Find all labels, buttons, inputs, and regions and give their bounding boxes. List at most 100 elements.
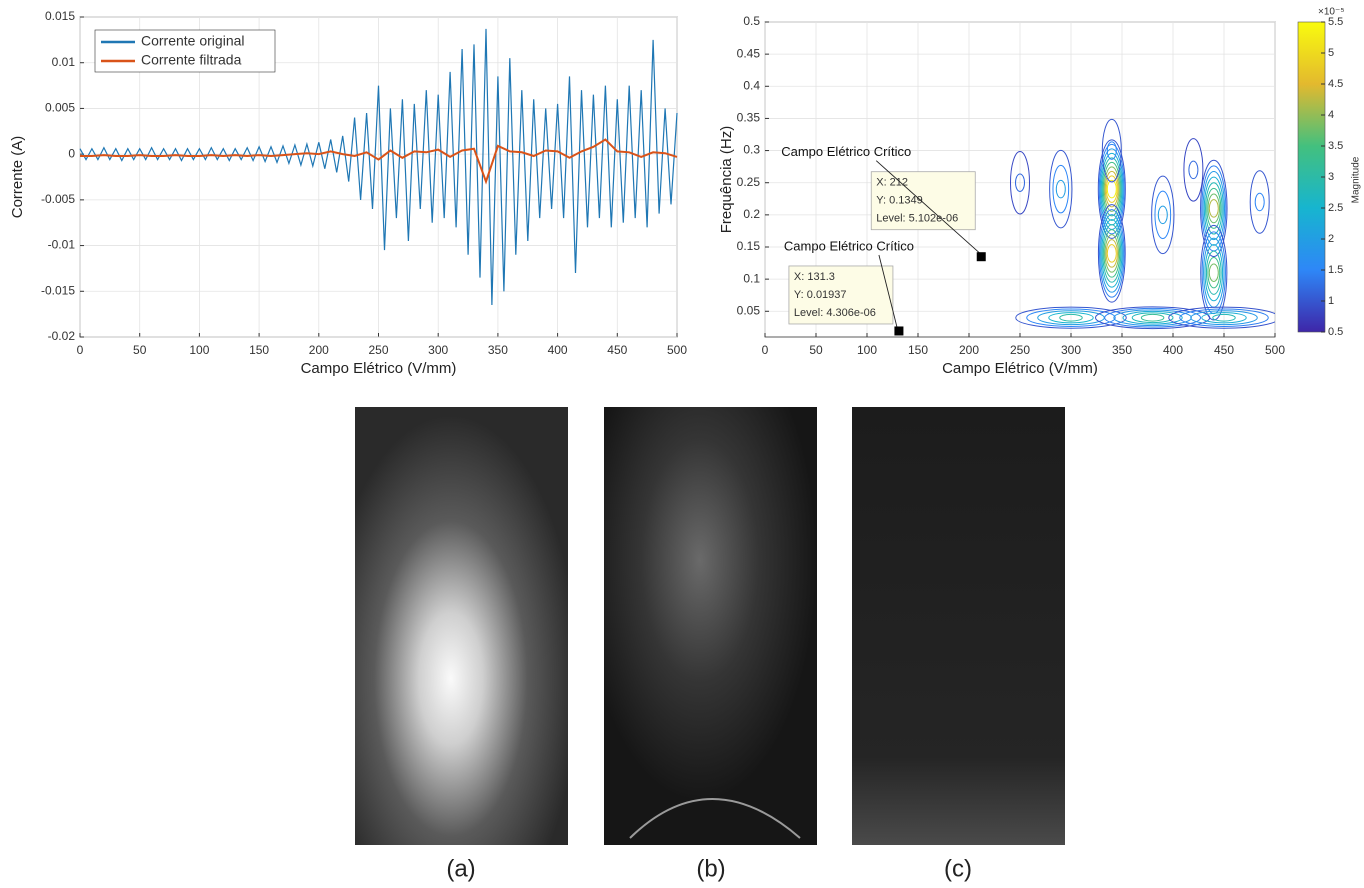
contour-ring xyxy=(1102,224,1122,283)
colorbar-label: Magnitude xyxy=(1351,156,1362,203)
contour-ring xyxy=(1049,149,1073,229)
callout-label: Campo Elétrico Crítico xyxy=(784,238,914,253)
legend-label: Corrente original xyxy=(141,33,245,49)
contour-ring xyxy=(1131,312,1174,324)
x-tick-label: 250 xyxy=(1010,343,1030,357)
contour-ring xyxy=(1201,312,1247,324)
callout-label: Campo Elétrico Crítico xyxy=(781,144,911,159)
legend-label: Corrente filtrada xyxy=(141,52,242,68)
panel-label: (a) xyxy=(446,855,475,882)
x-tick-label: 200 xyxy=(959,343,979,357)
photo-c xyxy=(852,407,1065,845)
x-tick-label: 350 xyxy=(488,343,508,357)
contour-ring xyxy=(1098,143,1125,235)
callout-arrow xyxy=(878,254,898,328)
datatip-marker xyxy=(976,252,986,262)
y-tick-label: -0.015 xyxy=(41,283,75,297)
contour-ring xyxy=(1249,170,1270,234)
contour-ring xyxy=(1203,176,1224,241)
colorbar-tick-label: 4 xyxy=(1328,109,1334,121)
colorbar-multiplier: ×10⁻⁵ xyxy=(1318,7,1344,18)
y-tick-label: -0.02 xyxy=(48,329,76,343)
contour-ring xyxy=(1095,306,1211,330)
datatip-text: Level: 4.306e-06 xyxy=(794,307,876,319)
y-tick-label: 0.15 xyxy=(737,239,761,253)
contour-ring xyxy=(1154,190,1172,240)
y-tick-label: 0.01 xyxy=(52,55,76,69)
contour-ring xyxy=(1052,164,1070,214)
contour-ring xyxy=(1106,244,1117,263)
y-tick-label: 0.5 xyxy=(743,14,760,28)
datatip-text: Y: 0.1349 xyxy=(876,195,923,207)
contour-ring xyxy=(1205,250,1222,295)
contour-ring xyxy=(1205,182,1223,235)
x-tick-label: 350 xyxy=(1112,343,1132,357)
y-tick-label: 0.05 xyxy=(737,303,761,317)
y-tick-label: 0.35 xyxy=(737,111,761,125)
contour-ring xyxy=(1103,229,1121,278)
x-tick-label: 450 xyxy=(1214,343,1234,357)
y-tick-label: 0.015 xyxy=(45,9,75,23)
contour-ring xyxy=(1099,209,1125,298)
colorbar-tick-label: 1 xyxy=(1328,295,1334,307)
panel-label: (b) xyxy=(696,855,725,882)
datatip-marker xyxy=(894,326,904,336)
x-tick-label: 300 xyxy=(428,343,448,357)
colorbar-tick-label: 1.5 xyxy=(1328,264,1343,276)
contour-ring xyxy=(1059,313,1083,322)
y-tick-label: 0.3 xyxy=(743,143,760,157)
contour-ring xyxy=(1188,160,1199,180)
photo-b-arc xyxy=(629,798,801,839)
contour-ring xyxy=(1097,204,1126,303)
contour-ring xyxy=(1010,150,1030,215)
contour-ring xyxy=(1015,173,1025,192)
x-axis-label: Campo Elétrico (V/mm) xyxy=(301,360,457,377)
datatip-text: X: 212 xyxy=(876,177,908,189)
photo-a xyxy=(355,407,568,845)
contour-ring xyxy=(1104,307,1202,328)
colorbar xyxy=(1297,21,1326,333)
colorbar-tick-label: 5 xyxy=(1328,47,1334,59)
contour-ring xyxy=(1103,166,1120,212)
y-tick-label: 0.25 xyxy=(737,175,761,189)
y-tick-label: 0.005 xyxy=(45,101,75,115)
contour-ring xyxy=(1208,263,1219,282)
datatip-text: X: 131.3 xyxy=(794,271,835,283)
data-line xyxy=(79,28,678,306)
contour-ring xyxy=(1206,187,1222,229)
contour-ring xyxy=(1208,199,1219,218)
colorbar-tick-label: 4.5 xyxy=(1328,78,1343,90)
contour-ring xyxy=(1200,224,1228,321)
y-axis-label: Frequência (Hz) xyxy=(718,126,735,234)
contour-ring xyxy=(1183,138,1204,202)
contour-ring xyxy=(1254,192,1265,212)
y-tick-label: 0.45 xyxy=(737,46,761,60)
x-tick-label: 250 xyxy=(368,343,388,357)
x-tick-label: 500 xyxy=(667,343,687,357)
datatip-text: Y: 0.01937 xyxy=(794,289,847,301)
contour-ring xyxy=(1104,234,1120,273)
x-tick-label: 0 xyxy=(762,343,769,357)
contour-ring xyxy=(1212,313,1236,322)
contour-ring xyxy=(1026,308,1116,327)
y-tick-label: 0.4 xyxy=(743,78,760,92)
x-tick-label: 400 xyxy=(1163,343,1183,357)
contour-ring xyxy=(1104,170,1119,208)
x-tick-label: 500 xyxy=(1265,343,1285,357)
datatip-box xyxy=(788,265,894,325)
colorbar-tick-label: 0.5 xyxy=(1328,326,1343,338)
contour-ring xyxy=(1055,179,1066,199)
x-tick-label: 100 xyxy=(189,343,209,357)
contour-ring xyxy=(1101,219,1123,288)
contour-ring xyxy=(1100,214,1124,293)
data-line xyxy=(80,138,678,185)
contour-ring xyxy=(1190,310,1258,326)
contour-ring xyxy=(1207,257,1221,289)
contour-ring xyxy=(1140,313,1165,322)
x-tick-label: 150 xyxy=(249,343,269,357)
contour-ring xyxy=(1101,157,1122,221)
colorbar-tick-label: 2 xyxy=(1328,233,1334,245)
colorbar-tick-label: 3 xyxy=(1328,171,1334,183)
contour-ring xyxy=(1204,244,1224,302)
